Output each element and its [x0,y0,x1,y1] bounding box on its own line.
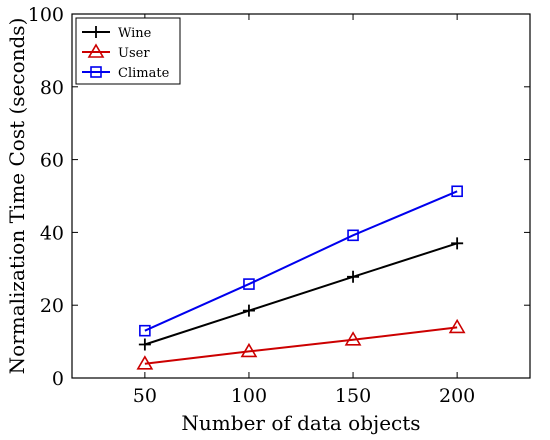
data-point [344,331,362,346]
x-tick-label: 100 [231,385,267,407]
plot-area: 0 20 40 60 80 100 50 100 150 200 [28,4,531,407]
x-tick-label: 50 [133,385,157,407]
series-user [136,318,466,370]
data-point [347,229,359,242]
legend-label: Climate [118,66,170,81]
x-axis-label: Number of data objects [181,411,420,435]
data-point [451,237,464,250]
data-point [448,318,466,334]
series-line [144,190,458,332]
data-point [347,270,360,283]
data-point [242,304,255,317]
series-climate [139,185,463,337]
data-point [240,342,258,358]
legend-marker [90,26,102,38]
legend-entry: Climate [82,66,170,81]
y-tick-label: 40 [40,222,64,244]
legend-entry: Wine [82,26,152,41]
series-line [144,242,458,346]
legend: Wine User Climate [75,17,181,85]
legend-marker [90,66,102,78]
data-point [243,278,255,290]
y-axis-label: Normalization Time Cost (seconds) [5,18,29,375]
data-point [136,355,154,370]
series-line [144,326,458,365]
data-point [451,185,463,198]
x-tick-label: 150 [335,385,371,407]
y-tick-label: 60 [40,150,64,172]
x-tick-label: 200 [439,385,475,407]
legend-marker [87,43,105,58]
series-wine [138,237,464,351]
y-tick-label: 80 [40,77,64,99]
y-tick-label: 100 [28,4,64,26]
data-point [138,338,151,351]
data-point [139,324,151,337]
legend-label: User [118,46,150,61]
y-tick-label: 20 [40,295,64,317]
plot-frame [71,13,531,379]
y-tick-label: 0 [52,368,64,390]
legend-label: Wine [118,26,152,41]
series-layer [136,185,466,370]
legend-entry: User [82,43,150,61]
